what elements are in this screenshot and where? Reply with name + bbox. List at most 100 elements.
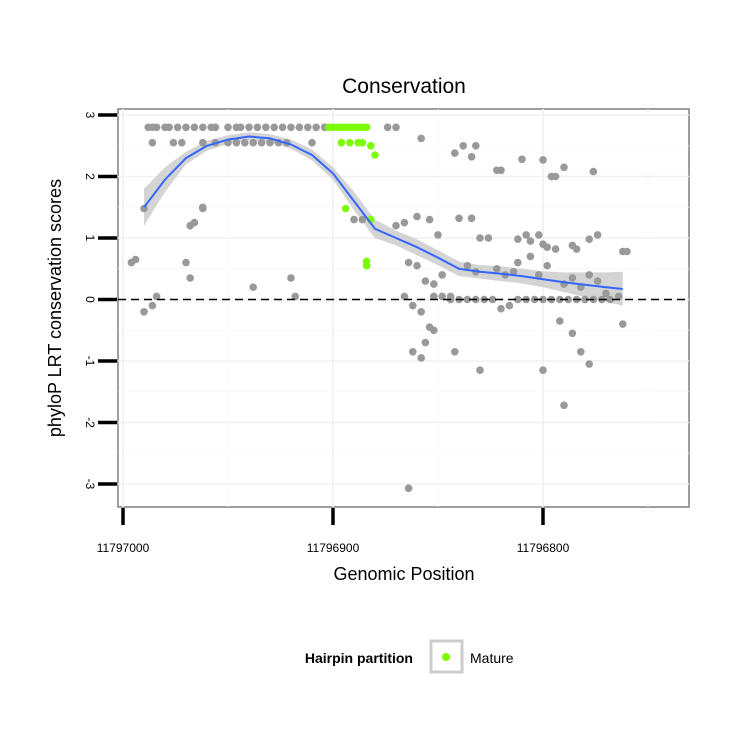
data-point: [190, 218, 199, 227]
data-point: [467, 214, 476, 223]
data-point: [417, 308, 426, 316]
data-point: [438, 271, 447, 279]
chart-title: Conservation: [342, 75, 466, 98]
x-tick-label: 11796900: [307, 541, 360, 555]
data-point: [589, 167, 598, 176]
data-point: [476, 366, 484, 375]
data-point: [278, 123, 287, 132]
data-point: [413, 212, 421, 221]
data-point: [593, 231, 602, 239]
data-point: [463, 261, 472, 270]
y-tick-label: 2: [83, 173, 97, 180]
data-point: [585, 235, 593, 243]
data-point: [291, 292, 300, 301]
data-point: [249, 138, 257, 147]
y-tick-label: -3: [83, 479, 97, 490]
data-point: [404, 258, 413, 267]
data-point: [232, 138, 241, 147]
data-point: [556, 295, 564, 304]
y-axis: -3 -2 -1 0 1 2 3: [83, 112, 117, 490]
data-point: [421, 277, 430, 285]
data-point: [560, 401, 568, 410]
data-point: [434, 231, 442, 239]
data-point: [505, 301, 514, 310]
data-point: [417, 354, 426, 362]
data-point: [400, 218, 409, 227]
data-point: [425, 215, 434, 224]
data-point: [560, 163, 568, 172]
data-point: [409, 301, 417, 310]
data-point: [543, 243, 551, 251]
data-point: [581, 295, 589, 304]
data-point: [190, 123, 199, 132]
data-point: [430, 326, 438, 335]
data-point: [257, 138, 266, 147]
data-point: [539, 366, 547, 375]
data-point: [572, 245, 581, 253]
data-point: [585, 271, 593, 279]
data-point: [295, 123, 304, 132]
data-point: [245, 123, 253, 132]
data-point: [169, 138, 178, 147]
data-point-mature: [346, 138, 354, 147]
data-point: [551, 245, 560, 253]
data-point: [182, 258, 190, 267]
data-point: [472, 142, 480, 150]
data-point: [585, 360, 593, 368]
plot-panel: [117, 108, 690, 508]
data-point: [568, 329, 577, 338]
data-point: [438, 292, 447, 301]
data-point: [526, 252, 535, 261]
data-point: [312, 123, 321, 132]
data-point: [568, 274, 577, 282]
data-point: [551, 172, 560, 181]
data-point: [509, 268, 518, 276]
smooth-line: [143, 135, 623, 290]
data-point: [577, 348, 585, 356]
data-point: [476, 234, 484, 242]
scatter-points: [127, 123, 631, 493]
data-point: [488, 295, 497, 304]
data-point: [182, 123, 190, 132]
data-point: [224, 123, 232, 132]
data-point: [514, 235, 522, 243]
data-point: [392, 221, 400, 230]
data-point: [535, 231, 543, 239]
data-point: [467, 153, 476, 161]
y-tick-label: 3: [83, 112, 97, 119]
data-point-mature: [362, 261, 371, 270]
data-point: [152, 292, 161, 301]
data-point: [497, 304, 505, 313]
data-point: [266, 138, 274, 147]
data-point: [564, 295, 572, 304]
data-point: [606, 295, 614, 304]
y-tick-label: 1: [83, 235, 97, 242]
data-point: [413, 261, 421, 270]
data-point: [148, 301, 157, 310]
data-point: [140, 204, 148, 213]
data-point: [614, 292, 623, 301]
data-point: [148, 138, 157, 147]
data-point: [493, 265, 501, 273]
data-point: [430, 292, 438, 301]
data-point: [249, 283, 257, 292]
data-point: [358, 215, 367, 224]
data-point: [535, 271, 543, 279]
data-point: [304, 123, 312, 132]
data-point: [522, 231, 530, 239]
x-tick-label: 11796800: [517, 541, 570, 555]
data-point: [253, 123, 262, 132]
data-point: [199, 138, 207, 147]
data-point: [400, 292, 409, 301]
data-point: [236, 123, 245, 132]
data-point: [421, 338, 430, 347]
data-point-mature: [371, 151, 379, 159]
data-point: [404, 484, 413, 493]
data-point: [417, 134, 426, 143]
data-point: [186, 274, 194, 282]
data-point: [497, 166, 505, 175]
data-point: [459, 142, 468, 150]
legend-title: Hairpin partition: [305, 650, 413, 666]
data-point: [178, 138, 186, 147]
